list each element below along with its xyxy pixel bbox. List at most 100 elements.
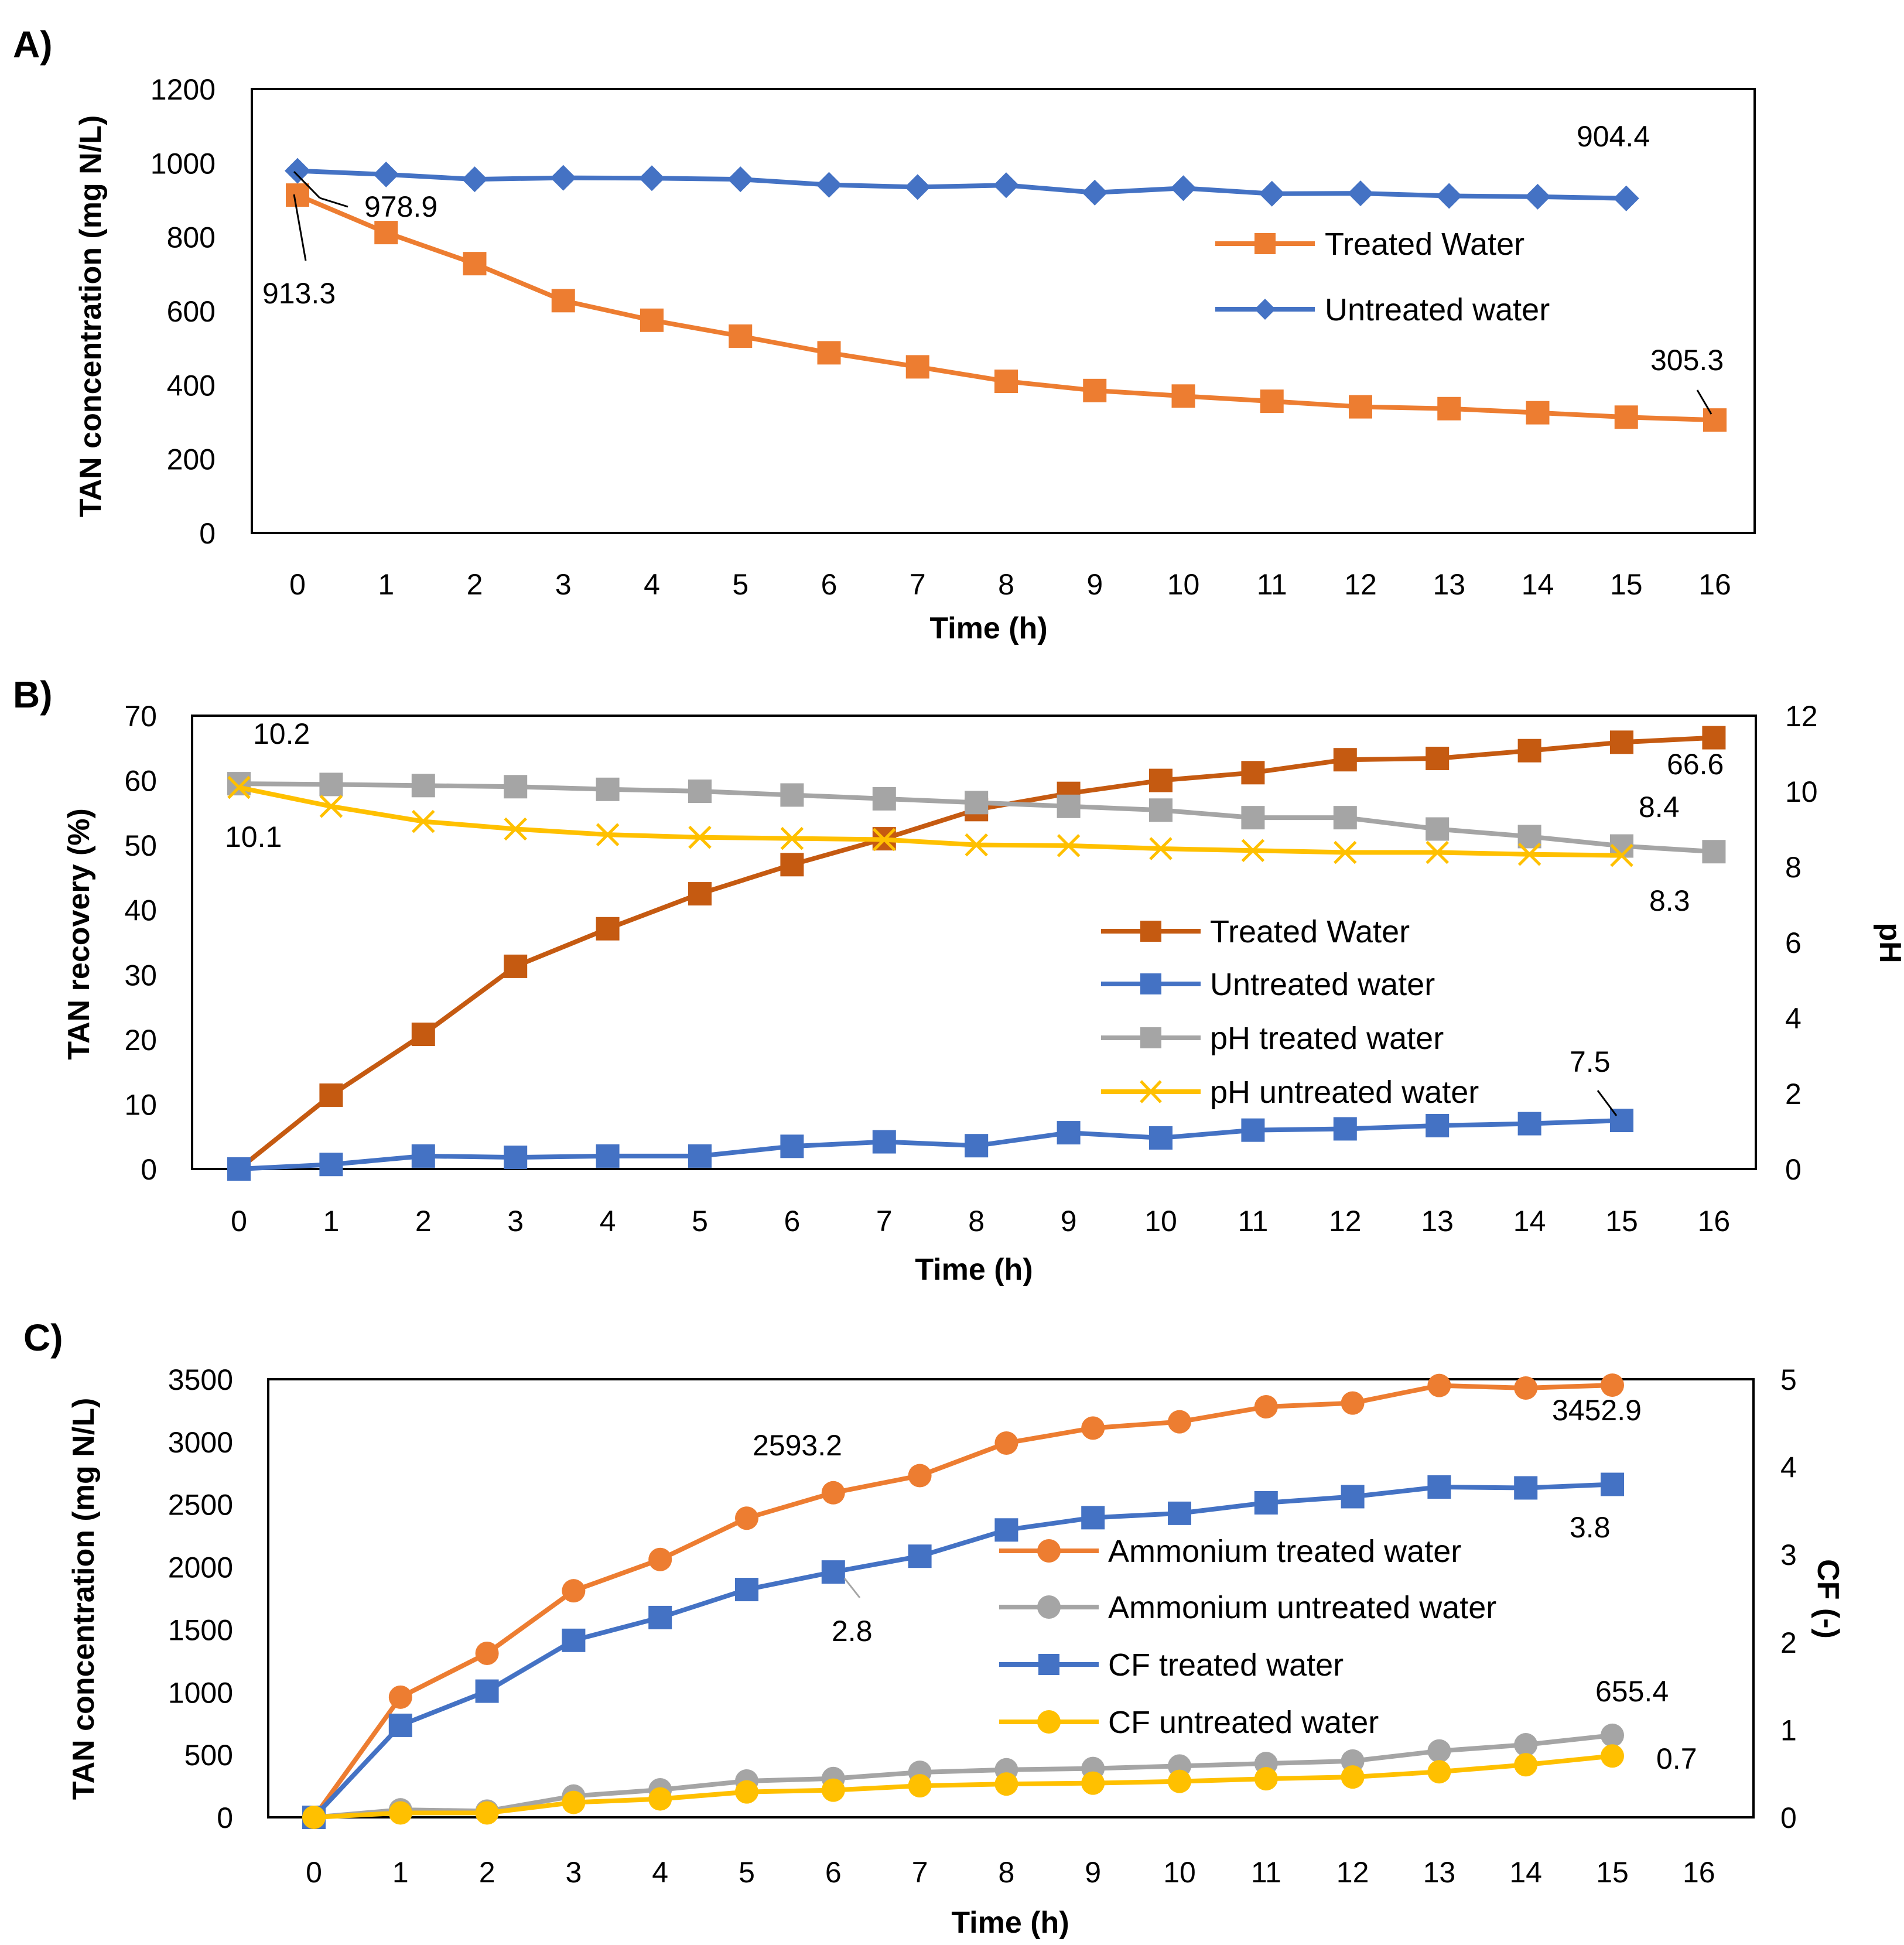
panel-a-x-tick-label: 11 bbox=[1257, 568, 1287, 601]
panel-a-series-untreated-water bbox=[285, 158, 1639, 211]
panel-a-point-treated-water bbox=[817, 341, 841, 365]
panel-b-x-tick-label: 6 bbox=[784, 1205, 800, 1238]
panel-a-series-treated-water bbox=[286, 183, 1727, 432]
panel-c-y-axis-title: TAN concentration (mg N/L) bbox=[67, 1398, 101, 1800]
panel-a-point-treated-water bbox=[994, 370, 1018, 394]
panel-b-point-ph-untreated-water bbox=[319, 795, 343, 818]
panel-b-point-ph-treated-water bbox=[872, 787, 896, 811]
square-marker-icon bbox=[1140, 921, 1161, 942]
panel-c-line-cf-untreated-water bbox=[313, 1753, 1613, 1820]
square-marker-icon bbox=[1140, 1027, 1161, 1048]
panel-a-legend-label: Untreated water bbox=[1325, 292, 1550, 327]
leader-line bbox=[293, 170, 321, 199]
panel-b-x-tick-label: 16 bbox=[1698, 1205, 1731, 1238]
panel-b-legend-label: Treated Water bbox=[1210, 914, 1410, 949]
panel-a-x-tick-label: 12 bbox=[1344, 568, 1377, 601]
panel-c-line-ammonium-treated-water bbox=[312, 1383, 1613, 1819]
panel-b-point-ph-untreated-water bbox=[412, 809, 435, 833]
square-marker-icon bbox=[1140, 973, 1161, 994]
panel-c-x-tick-labels: 0 1 2 3 4 5 6 7 8 9 10 11 12 13 14 15 16 bbox=[306, 1856, 1715, 1889]
panel-a-point-untreated-water bbox=[1259, 180, 1285, 207]
panel-b-y-tick-label: 70 bbox=[124, 700, 157, 733]
panel-c-point-ammonium-untreated-water bbox=[1341, 1749, 1365, 1773]
panel-a-point-treated-water bbox=[1171, 384, 1195, 408]
leader-line bbox=[293, 194, 307, 261]
panel-c-point-ammonium-treated-water bbox=[1341, 1391, 1365, 1415]
panel-b-point-treated-water bbox=[1333, 748, 1357, 772]
panel-c-legend-label: CF untreated water bbox=[1108, 1705, 1379, 1740]
panel-b-legend-entry-ph-untreated: pH untreated water bbox=[1101, 1075, 1479, 1110]
panel-b-legend: Treated Water Untreated water pH treated… bbox=[1101, 914, 1479, 1110]
panel-b-point-ph-treated-water bbox=[227, 772, 251, 796]
panel-c-point-ammonium-treated-water bbox=[1601, 1373, 1624, 1397]
panel-b-point-ph-treated-water bbox=[1517, 825, 1541, 849]
panel-b-y-tick-labels: 0 10 20 30 40 50 60 70 bbox=[124, 700, 157, 1186]
panel-a-y-tick-label: 1000 bbox=[151, 147, 216, 180]
panel-c-point-cf-untreated-water bbox=[1601, 1744, 1624, 1768]
panel-c-x-tick-label: 9 bbox=[1085, 1856, 1101, 1889]
panel-c-y-tick-label: 0 bbox=[217, 1802, 233, 1834]
panel-b-y2-tick-label: 2 bbox=[1785, 1078, 1802, 1110]
panel-c-point-cf-treated-water bbox=[908, 1544, 932, 1568]
panel-b-legend-label: pH untreated water bbox=[1210, 1075, 1479, 1110]
panel-c-point-cf-untreated-water bbox=[1514, 1753, 1538, 1777]
panel-c-y-tick-labels: 0 500 1000 1500 2000 2500 3000 3500 bbox=[168, 1363, 233, 1834]
annotation-label: 2.8 bbox=[832, 1615, 873, 1647]
panel-b-point-treated-water bbox=[411, 1023, 435, 1047]
panel-b-x-tick-label: 4 bbox=[600, 1205, 616, 1238]
panel-b-point-treated-water bbox=[780, 853, 804, 877]
panel-c-x-tick-label: 16 bbox=[1683, 1856, 1715, 1889]
panel-a-point-treated-water bbox=[1526, 401, 1550, 425]
square-marker-icon bbox=[1254, 233, 1276, 254]
panel-a-point-untreated-water bbox=[904, 174, 931, 200]
panel-b-point-treated-water bbox=[596, 917, 620, 941]
panel-a-label: A) bbox=[13, 23, 53, 66]
panel-a-y-tick-label: 800 bbox=[167, 221, 216, 254]
panel-c-plot-area bbox=[267, 1378, 1755, 1818]
panel-a-point-untreated-water bbox=[727, 166, 754, 193]
panel-b-annotations: 10.2 10.1 66.6 8.4 8.3 7.5 bbox=[225, 717, 1724, 1116]
panel-c-point-ammonium-treated-water bbox=[821, 1481, 845, 1505]
panel-b-y-tick-label: 0 bbox=[141, 1153, 157, 1186]
panel-c-x-tick-label: 12 bbox=[1336, 1856, 1369, 1889]
panel-c-point-ammonium-untreated-water bbox=[1601, 1723, 1624, 1747]
panel-c-point-cf-untreated-water bbox=[475, 1801, 499, 1825]
panel-c-legend-entry-cf-treated: CF treated water bbox=[999, 1647, 1344, 1683]
panel-a-x-tick-label: 3 bbox=[555, 568, 572, 601]
annotation-label: 913.3 bbox=[262, 277, 336, 310]
panel-b-point-ph-untreated-water bbox=[1149, 837, 1173, 860]
panel-a-point-treated-water bbox=[463, 252, 487, 276]
leader-line bbox=[1597, 1090, 1618, 1116]
panel-b-x-tick-label: 14 bbox=[1513, 1205, 1546, 1238]
panel-b-x-tick-label: 12 bbox=[1329, 1205, 1362, 1238]
panel-a-x-tick-label: 16 bbox=[1698, 568, 1731, 601]
panel-a-x-tick-label: 13 bbox=[1433, 568, 1465, 601]
annotation-label: 3452.9 bbox=[1552, 1394, 1642, 1427]
panel-c-point-cf-untreated-water bbox=[994, 1772, 1018, 1796]
panel-b-point-ph-treated-water bbox=[1333, 806, 1357, 830]
panel-b-point-untreated-water bbox=[319, 1153, 343, 1177]
panel-b-point-ph-treated-water bbox=[1057, 794, 1081, 818]
panel-b-line-ph-untreated-water bbox=[238, 785, 1622, 858]
panel-b-point-ph-untreated-water bbox=[1517, 842, 1541, 866]
panel-c-point-cf-untreated-water bbox=[1168, 1769, 1191, 1793]
panel-c-point-cf-untreated-water bbox=[821, 1778, 845, 1802]
panel-c-point-ammonium-treated-water bbox=[1514, 1376, 1538, 1400]
panel-c-point-cf-treated-water bbox=[1081, 1506, 1105, 1530]
panel-c-x-tick-label: 5 bbox=[739, 1856, 755, 1889]
panel-a-point-treated-water bbox=[286, 183, 309, 207]
panel-a-y-tick-label: 600 bbox=[167, 295, 216, 328]
panel-c-point-ammonium-treated-water bbox=[475, 1642, 499, 1666]
panel-c-y2-tick-label: 0 bbox=[1780, 1802, 1797, 1834]
panel-a-point-treated-water bbox=[1349, 395, 1372, 419]
panel-a-point-untreated-water bbox=[639, 165, 665, 192]
panel-c-point-ammonium-treated-water bbox=[648, 1547, 672, 1571]
panel-c-series bbox=[302, 1373, 1624, 1829]
panel-a-point-untreated-water bbox=[285, 158, 310, 184]
panel-a-annotations: 978.9 913.3 904.4 305.3 bbox=[262, 120, 1724, 415]
panel-c-x-tick-label: 11 bbox=[1251, 1856, 1281, 1889]
panel-b-legend-label: pH treated water bbox=[1210, 1021, 1444, 1056]
panel-a-line-untreated-water bbox=[297, 168, 1626, 201]
